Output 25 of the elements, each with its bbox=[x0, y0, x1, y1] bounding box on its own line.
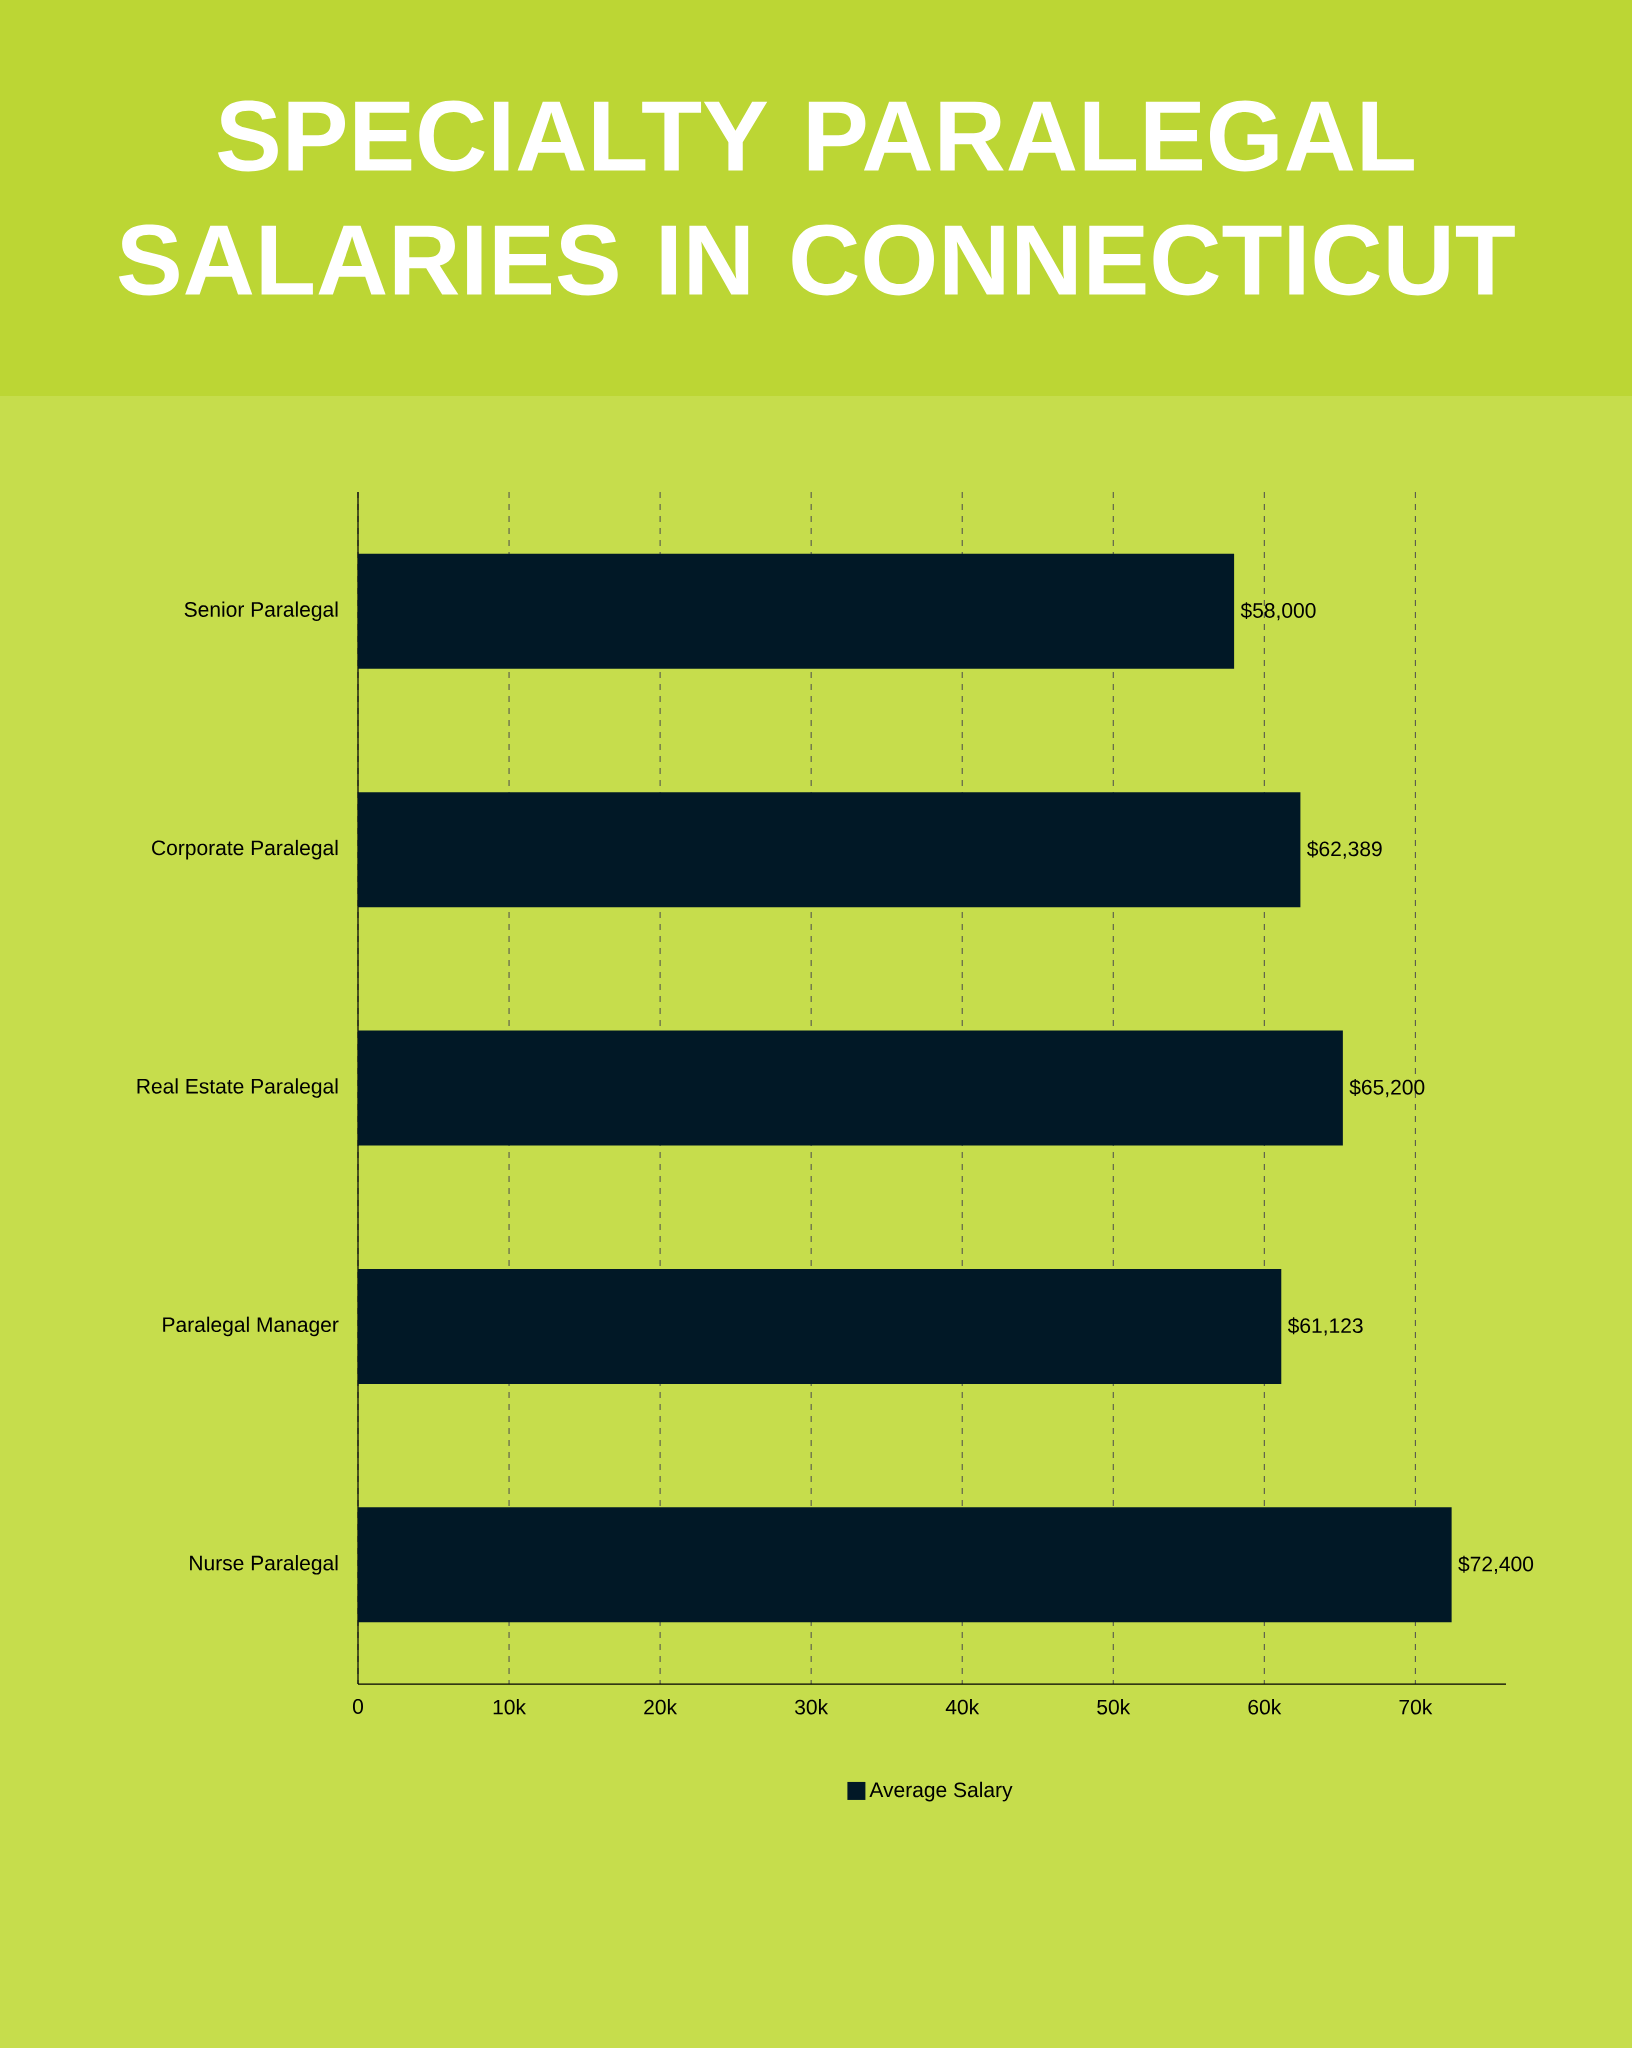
x-tick-label: 0 bbox=[352, 1699, 364, 1714]
y-tick-label: Senior Paralegal bbox=[184, 601, 338, 622]
x-tick-label: 10k bbox=[493, 1699, 526, 1715]
bar bbox=[358, 792, 1301, 908]
chart-title: SPECIALTY PARALEGAL SALARIES IN CONNECTICUT bbox=[118, 100, 1515, 296]
x-tick-label: 60k bbox=[1248, 1699, 1282, 1715]
x-tick-label: 20k bbox=[644, 1699, 678, 1715]
data-label: $58,000 bbox=[1240, 602, 1316, 621]
y-tick-label: Corporate Paralegal bbox=[152, 839, 338, 860]
legend-label: Average Salary bbox=[869, 1781, 1013, 1802]
y-tick-label: Real Estate Paralegal bbox=[137, 1078, 338, 1098]
y-tick-label: Nurse Paralegal bbox=[190, 1555, 338, 1575]
x-tick-label: 50k bbox=[1097, 1699, 1131, 1715]
data-label: $61,123 bbox=[1287, 1317, 1363, 1336]
bar bbox=[358, 1507, 1452, 1623]
bar bbox=[358, 1030, 1343, 1146]
bar bbox=[358, 1268, 1282, 1384]
x-tick-label: 70k bbox=[1399, 1699, 1433, 1715]
x-tick-label: 40k bbox=[945, 1699, 980, 1715]
data-label: $62,389 bbox=[1307, 840, 1382, 859]
data-label: $65,200 bbox=[1349, 1078, 1425, 1098]
x-tick-label: 30k bbox=[795, 1699, 829, 1715]
bar bbox=[358, 553, 1235, 669]
data-label: $72,400 bbox=[1458, 1555, 1534, 1574]
y-tick-label: Paralegal Manager bbox=[163, 1316, 339, 1337]
